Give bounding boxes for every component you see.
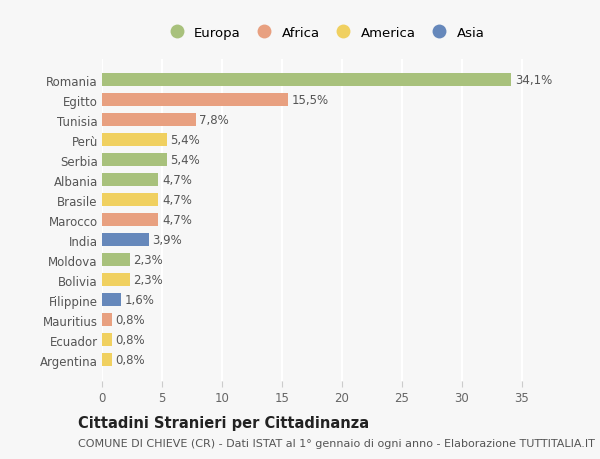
Bar — [102, 294, 121, 307]
Text: 0,8%: 0,8% — [115, 333, 145, 347]
Text: 0,8%: 0,8% — [115, 313, 145, 326]
Bar — [102, 74, 511, 87]
Bar — [102, 174, 158, 187]
Text: 15,5%: 15,5% — [292, 94, 329, 107]
Legend: Europa, Africa, America, Asia: Europa, Africa, America, Asia — [158, 21, 490, 45]
Text: 34,1%: 34,1% — [515, 74, 552, 87]
Bar — [102, 194, 158, 207]
Bar — [102, 353, 112, 366]
Bar — [102, 254, 130, 267]
Text: 4,7%: 4,7% — [162, 194, 192, 207]
Bar — [102, 114, 196, 127]
Bar — [102, 214, 158, 227]
Bar — [102, 134, 167, 147]
Text: 2,3%: 2,3% — [133, 274, 163, 286]
Bar — [102, 313, 112, 326]
Bar — [102, 154, 167, 167]
Bar — [102, 234, 149, 247]
Bar — [102, 94, 288, 107]
Text: 7,8%: 7,8% — [199, 114, 229, 127]
Text: 3,9%: 3,9% — [152, 234, 182, 247]
Text: 4,7%: 4,7% — [162, 214, 192, 227]
Text: 5,4%: 5,4% — [170, 134, 200, 147]
Text: 1,6%: 1,6% — [125, 294, 155, 307]
Text: 0,8%: 0,8% — [115, 353, 145, 366]
Bar — [102, 334, 112, 347]
Bar — [102, 274, 130, 286]
Text: COMUNE DI CHIEVE (CR) - Dati ISTAT al 1° gennaio di ogni anno - Elaborazione TUT: COMUNE DI CHIEVE (CR) - Dati ISTAT al 1°… — [78, 438, 595, 448]
Text: 5,4%: 5,4% — [170, 154, 200, 167]
Text: 2,3%: 2,3% — [133, 254, 163, 267]
Text: 4,7%: 4,7% — [162, 174, 192, 187]
Text: Cittadini Stranieri per Cittadinanza: Cittadini Stranieri per Cittadinanza — [78, 415, 369, 431]
